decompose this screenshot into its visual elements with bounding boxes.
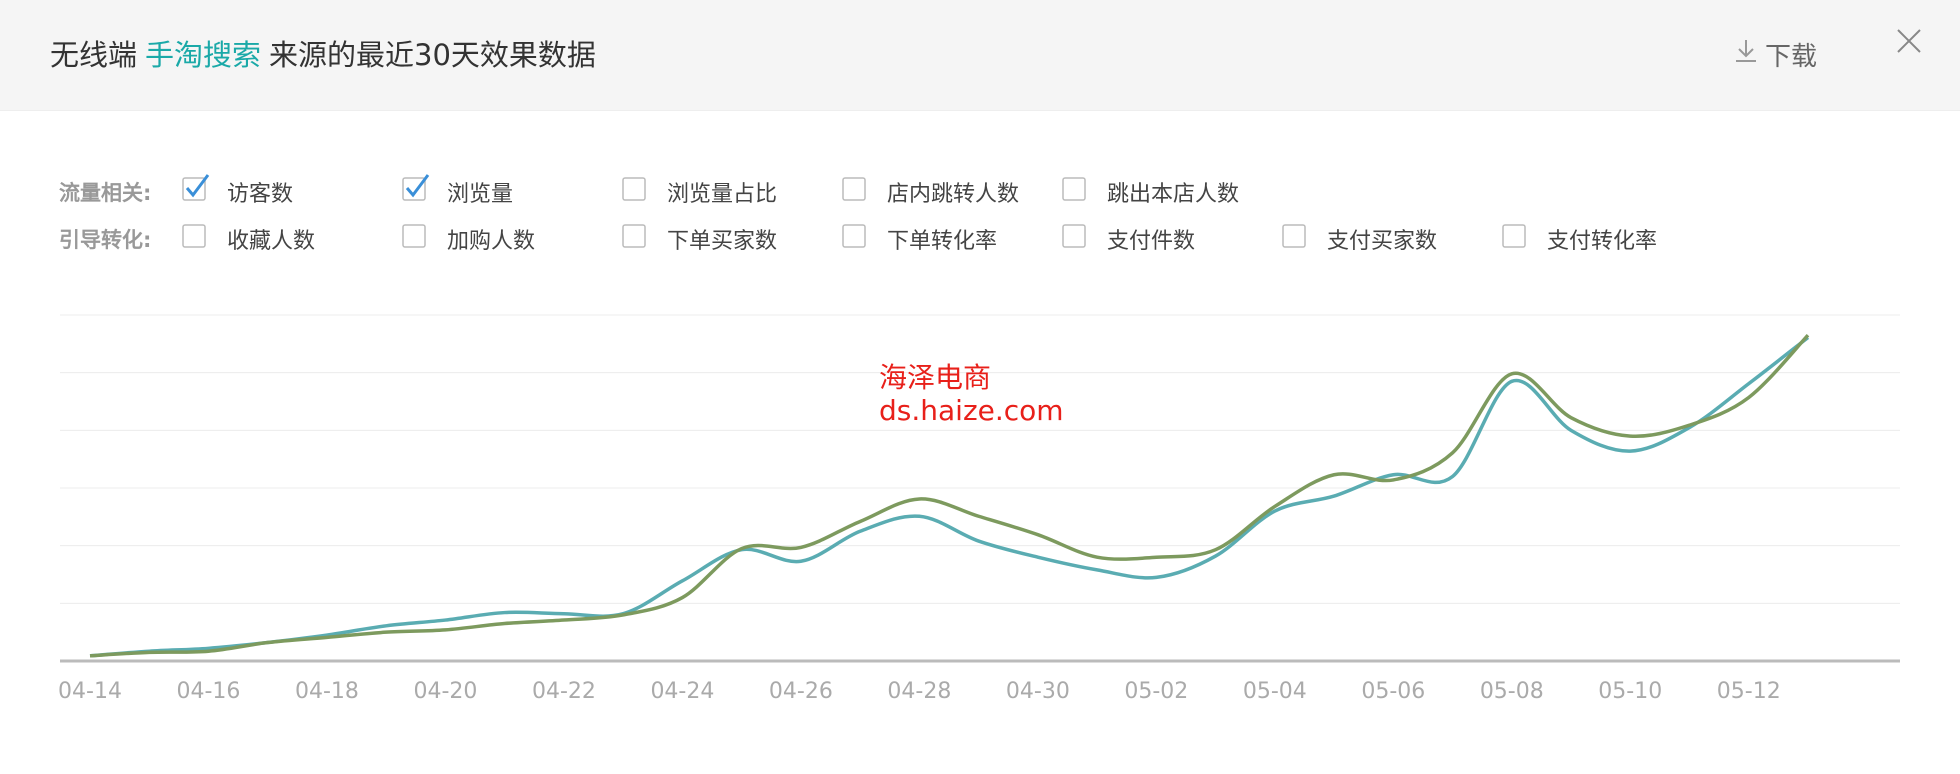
dialog-header: 无线端 手淘搜索 来源的最近30天效果数据 下载 xyxy=(0,0,1960,111)
x-tick-label: 04-22 xyxy=(532,679,596,704)
x-tick-label: 05-10 xyxy=(1598,679,1662,704)
x-tick-label: 04-18 xyxy=(295,679,359,704)
x-tick-label: 05-02 xyxy=(1124,679,1188,704)
filter-option[interactable]: 下单买家数 xyxy=(667,229,778,254)
watermark: 海泽电商 xyxy=(879,361,992,394)
x-tick-label: 05-08 xyxy=(1480,679,1544,704)
x-tick-label: 04-30 xyxy=(1006,679,1070,704)
checkbox-checked[interactable] xyxy=(401,172,431,202)
title-prefix: 无线端 xyxy=(50,38,138,72)
title-highlight: 手淘搜索 xyxy=(145,38,262,72)
x-tick-label: 04-16 xyxy=(177,679,241,704)
filter-option[interactable]: 支付转化率 xyxy=(1547,229,1658,254)
filter-option[interactable]: 浏览量占比 xyxy=(667,182,778,207)
watermark: ds.haize.com xyxy=(879,394,1064,427)
filter-option[interactable]: 收藏人数 xyxy=(227,229,316,254)
filter-option[interactable]: 支付买家数 xyxy=(1327,229,1438,254)
checkbox-checked[interactable] xyxy=(181,172,211,202)
checkbox[interactable] xyxy=(1061,172,1091,202)
download-button[interactable]: 下载 xyxy=(1765,42,1818,72)
filter-group-label: 引导转化: xyxy=(59,228,152,252)
x-tick-label: 05-04 xyxy=(1243,679,1307,704)
filter-option[interactable]: 店内跳转人数 xyxy=(887,182,1020,207)
close-button[interactable] xyxy=(1896,28,1922,54)
title-suffix: 来源的最近30天效果数据 xyxy=(269,38,596,72)
checkbox[interactable] xyxy=(1061,219,1091,249)
x-tick-label: 05-12 xyxy=(1717,679,1781,704)
series-line xyxy=(89,336,1810,658)
x-tick-label: 04-26 xyxy=(769,679,833,704)
filter-option[interactable]: 支付件数 xyxy=(1107,229,1196,254)
checkbox[interactable] xyxy=(181,219,211,249)
x-tick-label: 04-28 xyxy=(887,679,951,704)
checkbox[interactable] xyxy=(1501,219,1531,249)
filter-group-label: 流量相关: xyxy=(59,181,152,205)
x-tick-label: 04-24 xyxy=(650,679,714,704)
download-icon[interactable] xyxy=(1733,38,1759,64)
checkbox[interactable] xyxy=(401,219,431,249)
x-tick-label: 05-06 xyxy=(1361,679,1425,704)
checkbox[interactable] xyxy=(841,172,871,202)
x-tick-label: 04-20 xyxy=(413,679,477,704)
filter-option[interactable]: 跳出本店人数 xyxy=(1107,182,1240,207)
dialog-title: 无线端 手淘搜索 来源的最近30天效果数据 xyxy=(50,32,596,74)
x-tick-label: 04-14 xyxy=(58,679,122,704)
filter-option[interactable]: 下单转化率 xyxy=(887,229,998,254)
checkbox[interactable] xyxy=(621,172,651,202)
series-line xyxy=(89,333,1810,658)
chart: 04-14 04-16 04-18 04-20 04-22 04-24 04-26 04-28… xyxy=(58,314,1900,704)
checkbox[interactable] xyxy=(621,219,651,249)
filter-option[interactable]: 浏览量 xyxy=(447,182,514,207)
filter-option[interactable]: 访客数 xyxy=(227,182,294,207)
checkbox[interactable] xyxy=(841,219,871,249)
filter-option[interactable]: 加购人数 xyxy=(447,229,536,254)
checkbox[interactable] xyxy=(1281,219,1311,249)
